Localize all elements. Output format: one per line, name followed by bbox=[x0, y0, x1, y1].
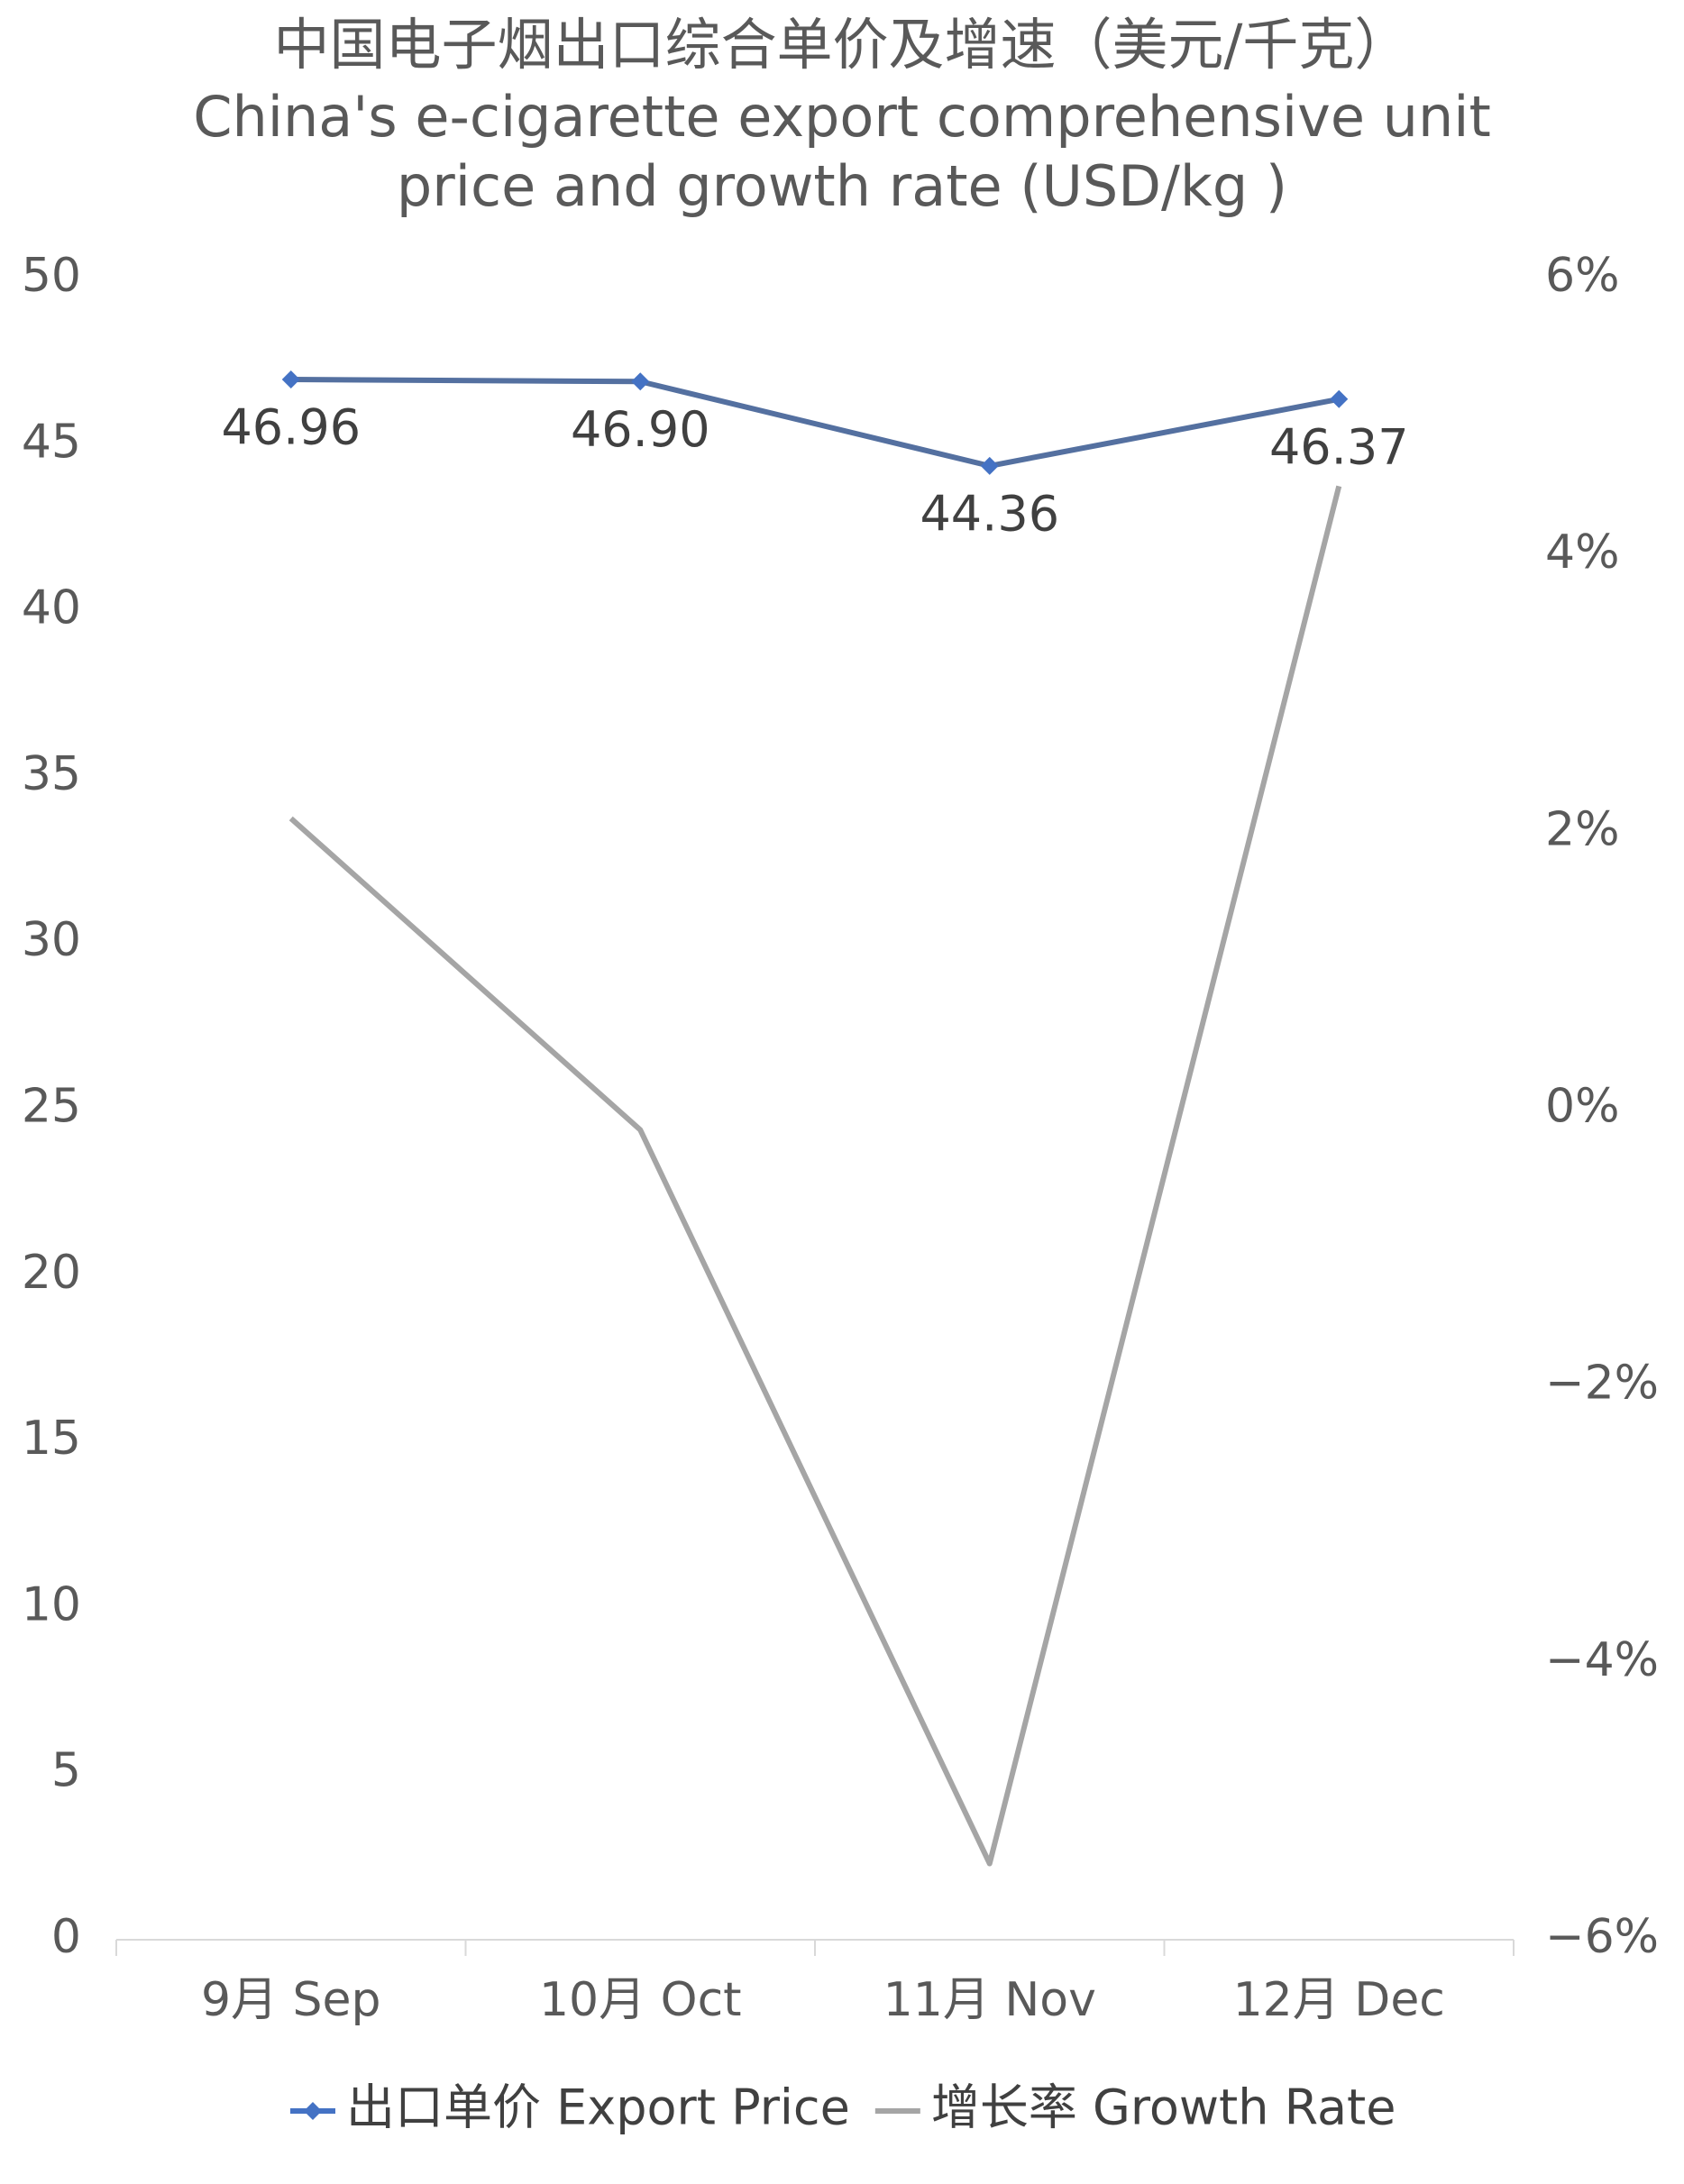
y-tick-label: 10 bbox=[22, 1577, 81, 1631]
x-tick-label: 9月 Sep bbox=[201, 1973, 381, 2027]
y2-tick-label: 2% bbox=[1545, 802, 1620, 856]
legend-label: 出口单价 Export Price bbox=[346, 2079, 850, 2136]
data-label: 46.90 bbox=[571, 401, 710, 458]
y-tick-label: 15 bbox=[22, 1412, 81, 1466]
series-line bbox=[288, 485, 1342, 1867]
marker bbox=[631, 372, 650, 391]
marker bbox=[980, 456, 999, 475]
y-tick-label: 45 bbox=[22, 415, 81, 469]
y2-tick-label: −2% bbox=[1545, 1357, 1659, 1411]
y-tick-label: 5 bbox=[51, 1744, 81, 1798]
y-tick-label: 35 bbox=[22, 747, 81, 801]
y2-tick-label: −4% bbox=[1545, 1633, 1659, 1687]
marker bbox=[281, 370, 300, 389]
series-line bbox=[290, 377, 1340, 469]
y2-tick-label: 0% bbox=[1545, 1080, 1620, 1134]
y-tick-label: 30 bbox=[22, 913, 81, 967]
y2-tick-label: −6% bbox=[1545, 1910, 1659, 1964]
data-label: 46.96 bbox=[221, 399, 361, 456]
x-tick-label: 11月 Nov bbox=[883, 1973, 1096, 2027]
y-tick-label: 0 bbox=[51, 1910, 81, 1964]
legend-marker bbox=[304, 2102, 322, 2120]
x-tick-label: 10月 Oct bbox=[539, 1973, 742, 2027]
legend-label: 增长率 Growth Rate bbox=[931, 2079, 1396, 2136]
data-label: 46.37 bbox=[1269, 418, 1409, 475]
y-tick-label: 25 bbox=[22, 1080, 81, 1134]
data-label: 44.36 bbox=[920, 486, 1059, 543]
y-tick-label: 50 bbox=[22, 249, 81, 303]
y-tick-label: 40 bbox=[22, 581, 81, 635]
y2-tick-label: 4% bbox=[1545, 525, 1620, 580]
x-tick-label: 12月 Dec bbox=[1233, 1973, 1445, 2027]
y2-tick-label: 6% bbox=[1545, 249, 1620, 303]
chart-title: China's e-cigarette export comprehensive… bbox=[193, 84, 1491, 150]
chart-title: price and growth rate (USD/kg ) bbox=[397, 153, 1287, 219]
chart-title: 中国电子烟出口综合单价及增速（美元/千克） bbox=[274, 12, 1411, 78]
y-tick-label: 20 bbox=[22, 1246, 81, 1300]
marker bbox=[1330, 389, 1349, 408]
